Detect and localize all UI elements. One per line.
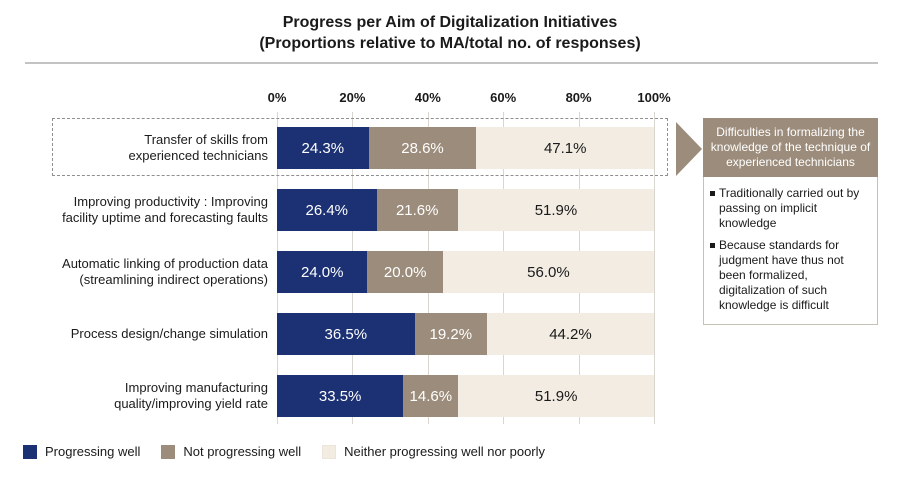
callout-bullet-text: Traditionally carried out by passing on …	[719, 186, 860, 230]
x-axis: 0% 20% 40% 60% 80% 100%	[268, 90, 671, 106]
bar-value-label: 24.0%	[300, 263, 344, 281]
chart-title: Progress per Aim of Digitalization Initi…	[0, 12, 900, 54]
legend-item-neither: Neither progressing well nor poorly	[322, 444, 545, 459]
category-label-line: Process design/change simulation	[70, 326, 268, 341]
bar-value-label: 28.6%	[401, 139, 444, 157]
x-axis-tick-80: 80%	[565, 90, 592, 105]
title-divider	[25, 62, 878, 64]
bar-segment-progressing-well: 24.0%	[277, 251, 368, 293]
callout-box: Difficulties in formalizing the knowledg…	[703, 118, 878, 325]
category-label-line: Automatic linking of production data	[62, 256, 268, 271]
x-axis-tick-60: 60%	[490, 90, 517, 105]
chart-title-line1: Progress per Aim of Digitalization Initi…	[282, 14, 618, 31]
bar-segment-neither: 47.1%	[476, 127, 654, 169]
legend-item-not-progressing-well: Not progressing well	[161, 444, 301, 459]
bar-value-label: 51.9%	[534, 201, 578, 219]
bar-value-label: 14.6%	[409, 387, 453, 405]
gridline	[654, 112, 655, 424]
legend-label: Progressing well	[45, 444, 141, 459]
legend-swatch-icon	[161, 444, 176, 459]
x-axis-tick-40: 40%	[414, 90, 441, 105]
x-axis-tick-0: 0%	[267, 90, 287, 105]
square-bullet-icon	[710, 243, 715, 248]
bar-value-label: 26.4%	[305, 201, 349, 219]
bar-segment-not-progressing: 28.6%	[368, 127, 477, 169]
bar-row: 24.0% 20.0% 56.0%	[277, 251, 654, 293]
category-label: Improving manufacturing quality/improvin…	[0, 375, 268, 417]
bar-value-label: 51.9%	[534, 387, 578, 405]
bar-value-label: 56.0%	[527, 263, 570, 281]
bar-segment-not-progressing: 14.6%	[403, 375, 459, 417]
square-bullet-icon	[710, 191, 715, 196]
category-label-line: Improving manufacturing	[124, 380, 268, 395]
arrow-right-icon	[676, 122, 702, 176]
bar-value-label: 47.1%	[543, 139, 587, 157]
x-axis-tick-100: 100%	[637, 90, 671, 105]
bar-value-label: 33.5%	[318, 387, 362, 405]
bar-segment-progressing-well: 36.5%	[277, 313, 415, 355]
category-label-line: quality/improving yield rate	[114, 396, 268, 411]
bar-segment-neither: 56.0%	[442, 251, 654, 293]
category-label: Improving productivity : Improving facil…	[0, 189, 268, 231]
bar-value-label: 19.2%	[429, 325, 473, 343]
bar-value-label: 36.5%	[324, 325, 368, 343]
legend-swatch-icon	[322, 444, 337, 459]
bar-row: 24.3% 28.6% 47.1%	[277, 127, 654, 169]
callout-bullet-text: Because standards for judgment have thus…	[719, 238, 844, 312]
bar-row: 33.5% 14.6% 51.9%	[277, 375, 654, 417]
legend-label: Not progressing well	[183, 444, 302, 459]
x-axis-tick-20: 20%	[339, 90, 366, 105]
bar-segment-progressing-well: 26.4%	[277, 189, 377, 231]
bar-segment-neither: 44.2%	[486, 313, 654, 355]
legend-swatch-icon	[23, 444, 37, 459]
category-label-line: Transfer of skills from	[144, 132, 268, 147]
legend-label: Neither progressing well nor poorly	[344, 444, 546, 459]
bar-segment-neither: 51.9%	[458, 375, 654, 417]
bar-segment-progressing-well: 24.3%	[277, 127, 369, 169]
category-label: Automatic linking of production data (st…	[0, 251, 268, 293]
bar-value-label: 20.0%	[383, 263, 427, 281]
category-label-line: experienced technicians	[128, 148, 268, 163]
callout-body: Traditionally carried out by passing on …	[703, 177, 878, 325]
callout-header: Difficulties in formalizing the knowledg…	[703, 118, 878, 177]
bar-value-label: 21.6%	[395, 201, 439, 219]
bar-segment-not-progressing: 20.0%	[367, 251, 443, 293]
category-label: Process design/change simulation	[0, 313, 268, 355]
category-label-line: facility uptime and forecasting faults	[62, 210, 268, 225]
highlight-dashed-box	[52, 118, 668, 176]
callout-bullet-item: Traditionally carried out by passing on …	[710, 186, 870, 231]
category-label: Transfer of skills from experienced tech…	[0, 127, 268, 169]
category-label-line: Improving productivity : Improving	[73, 194, 268, 209]
legend-item-progressing-well: Progressing well	[23, 444, 140, 459]
category-label-line: (streamlining indirect operations)	[79, 272, 268, 287]
bar-segment-not-progressing: 19.2%	[414, 313, 487, 355]
bar-value-label: 44.2%	[549, 325, 592, 343]
bar-segment-not-progressing: 21.6%	[376, 189, 458, 231]
callout-bullet-item: Because standards for judgment have thus…	[710, 238, 870, 313]
bar-row: 26.4% 21.6% 51.9%	[277, 189, 654, 231]
bar-value-label: 24.3%	[301, 139, 345, 157]
chart-title-line2: (Proportions relative to MA/total no. of…	[259, 35, 641, 52]
bar-segment-neither: 51.9%	[457, 189, 654, 231]
bar-segment-progressing-well: 33.5%	[277, 375, 404, 417]
bar-row: 36.5% 19.2% 44.2%	[277, 313, 654, 355]
legend: Progressing well Not progressing well Ne…	[23, 444, 545, 459]
